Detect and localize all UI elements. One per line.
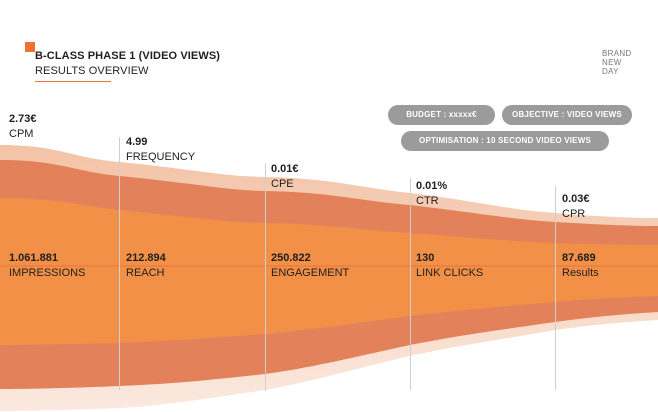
logo-line-3: DAY: [602, 67, 619, 76]
metric-value: 0.01%: [416, 180, 448, 192]
logo-line-1: BRAND: [602, 49, 632, 58]
divider-line-2: [265, 164, 266, 391]
metric-label: ENGAGEMENT: [271, 267, 350, 279]
metric-value: 2.73€: [9, 113, 37, 125]
metric-cpe: 0.01€ CPE: [271, 163, 299, 190]
optimisation-pill: OPTIMISATION : 10 SECOND VIDEO VIEWS: [401, 131, 609, 151]
metric-value: 87.689: [562, 252, 596, 264]
header-accent-square: [25, 42, 35, 52]
metric-results: 87.689 Results: [562, 252, 599, 279]
metric-value: 0.03€: [562, 193, 590, 205]
metric-label: IMPRESSIONS: [9, 267, 86, 279]
divider-line-1: [119, 137, 120, 390]
metric-cpm: 2.73€ CPM: [9, 113, 37, 140]
logo-line-2: NEW: [602, 58, 622, 67]
metric-label: CPM: [9, 128, 34, 140]
metric-label: FREQUENCY: [126, 151, 196, 163]
metric-value: 212.894: [126, 252, 166, 264]
metric-value: 130: [416, 252, 435, 264]
metric-reach: 212.894 REACH: [126, 252, 166, 279]
metric-value: 1.061.881: [9, 252, 58, 264]
metric-label: CPE: [271, 178, 294, 190]
metric-frequency: 4.99 FREQUENCY: [126, 136, 195, 163]
metric-label: CTR: [416, 195, 439, 207]
metric-label: Results: [562, 267, 599, 279]
page-subtitle: RESULTS OVERVIEW: [35, 65, 149, 77]
metric-label: REACH: [126, 267, 165, 279]
metric-engagement: 250.822 ENGAGEMENT: [271, 252, 349, 279]
metric-value: 4.99: [126, 136, 148, 148]
metric-label: CPR: [562, 208, 586, 220]
funnel-core-band: [0, 198, 658, 345]
subtitle-underline: [35, 81, 111, 82]
page-title: B-CLASS PHASE 1 (VIDEO VIEWS): [35, 50, 221, 62]
metric-value: 250.822: [271, 252, 311, 264]
metric-value: 0.01€: [271, 163, 299, 175]
divider-line-3: [410, 178, 411, 390]
metric-impressions: 1.061.881 IMPRESSIONS: [9, 252, 85, 279]
objective-pill: OBJECTIVE : VIDEO VIEWS: [502, 105, 632, 125]
metric-label: LINK CLICKS: [416, 267, 484, 279]
metric-link-clicks: 130 LINK CLICKS: [416, 252, 483, 279]
brand-logo: BRAND NEW DAY: [602, 49, 632, 76]
divider-line-4: [555, 186, 556, 390]
metric-ctr: 0.01% CTR: [416, 180, 447, 207]
metric-cpr: 0.03€ CPR: [562, 193, 590, 220]
budget-pill: BUDGET : xxxxx€: [388, 105, 495, 125]
